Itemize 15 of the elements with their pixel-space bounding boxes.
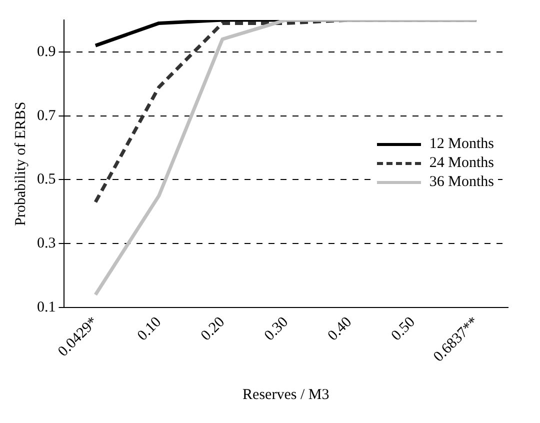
x-tick-label: 0.40 bbox=[325, 314, 355, 344]
y-tick-label: 0.7 bbox=[37, 108, 56, 124]
legend-label: 24 Months bbox=[429, 155, 494, 172]
x-axis-title: Reserves / M3 bbox=[242, 386, 330, 403]
x-tick-label: 0.50 bbox=[388, 314, 418, 344]
legend-label: 12 Months bbox=[429, 136, 494, 153]
x-tick-label: 0.30 bbox=[262, 314, 292, 344]
y-tick-label: 0.1 bbox=[37, 299, 56, 316]
y-tick-label: 0.5 bbox=[37, 172, 56, 188]
x-tick-label: 0.20 bbox=[198, 314, 228, 344]
y-tick-label: 0.3 bbox=[37, 236, 56, 252]
legend-label: 36 Months bbox=[429, 174, 494, 191]
y-tick-label: 0.9 bbox=[37, 44, 56, 60]
y-axis-title: Probability of ERBS bbox=[12, 102, 29, 226]
x-tick-label: 0.10 bbox=[134, 314, 165, 344]
